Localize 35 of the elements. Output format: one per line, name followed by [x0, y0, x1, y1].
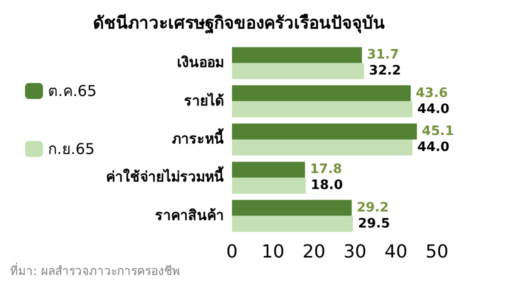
x-tick-label: 30 [344, 242, 366, 262]
y-tick-label: ภาระหนี้ [172, 128, 224, 148]
text: ที่มา: ผลสำรวจภาวะการครองชีพ [10, 262, 180, 278]
x-tick-label: 10 [262, 242, 284, 262]
legend-label: ก.ย.65 [48, 140, 95, 158]
data-label: 17.8 [310, 162, 342, 178]
chart-title: ดัชนีภาวะเศรษฐกิจของครัวเรือนปัจจุบัน [93, 12, 385, 34]
x-tick-label: 20 [302, 242, 326, 262]
bar [232, 63, 364, 80]
bar [232, 162, 305, 178]
data-label: 44.0 [417, 102, 450, 117]
bar [232, 101, 412, 118]
bar [232, 216, 353, 232]
data-label: 31.7 [366, 48, 400, 63]
bar [232, 47, 362, 64]
data-label: 45.1 [422, 124, 454, 139]
data-label: 18.0 [310, 178, 343, 194]
bar [232, 124, 417, 140]
data-label: 29.5 [358, 216, 390, 232]
x-tick-label: 0 [226, 242, 238, 262]
bar [232, 200, 352, 216]
y-tick-label: เงินออม [177, 55, 224, 72]
bar [232, 140, 412, 156]
legend-label: ต.ค.65 [48, 82, 97, 100]
y-tick-label: รายได้ [184, 91, 224, 110]
bar [232, 178, 306, 194]
x-tick-label: 40 [384, 242, 408, 262]
data-label: 44.0 [417, 140, 450, 155]
data-label: 32.2 [369, 64, 402, 79]
data-label: 29.2 [356, 200, 389, 216]
x-tick-label: 50 [426, 242, 448, 262]
y-tick-label: ราคาสินค้า [155, 208, 224, 224]
y-tick-label: ค่าใช้จ่ายไม่รวมหนี้ [106, 166, 224, 186]
data-label: 43.6 [416, 86, 448, 101]
bar [232, 85, 411, 102]
